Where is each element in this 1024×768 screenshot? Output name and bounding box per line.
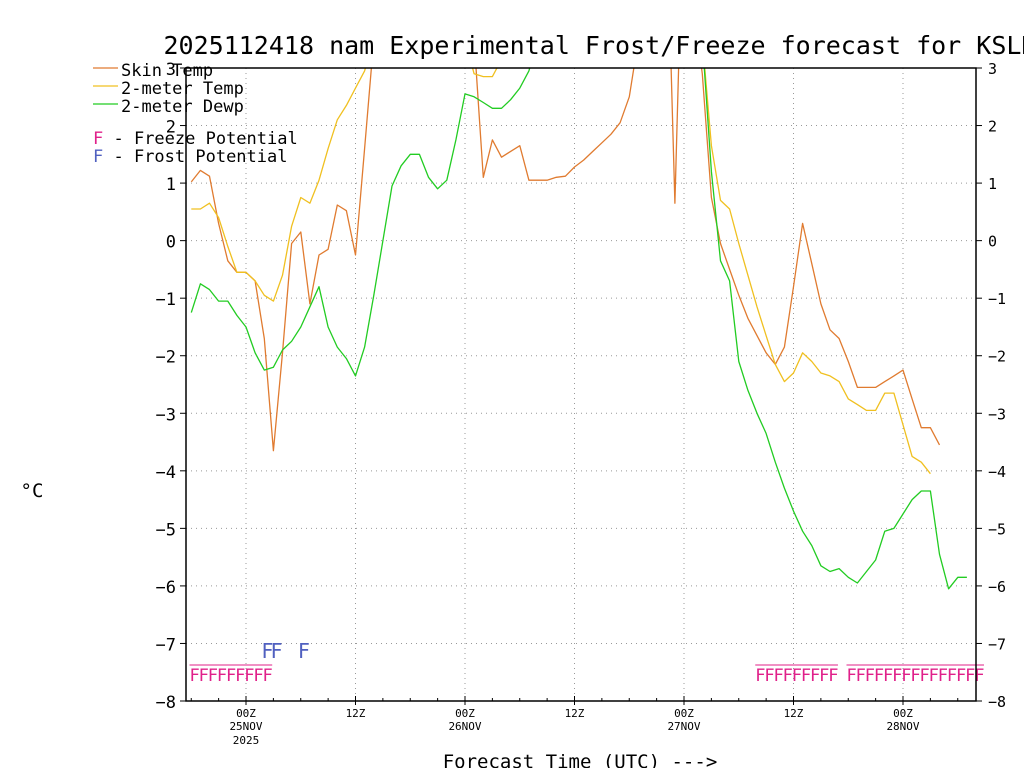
x-tick-label: 00Z (674, 707, 694, 720)
y-tick-label-right: −2 (988, 348, 1006, 366)
x-tick-year: 2025 (233, 734, 260, 747)
y-tick-label-left: 1 (166, 175, 176, 195)
freeze-mark: F (828, 666, 838, 686)
y-tick-label-left: 2 (166, 118, 176, 138)
grid-lines (186, 68, 976, 701)
series-layer (190, 68, 967, 590)
freeze-mark: F (801, 666, 811, 686)
freeze-mark: F (755, 666, 765, 686)
x-tick-label: 12Z (784, 707, 804, 720)
freeze-mark: F (190, 666, 200, 686)
y-tick-label-right: −8 (988, 693, 1006, 711)
freeze-mark: F (783, 666, 793, 686)
plot-frame (185, 67, 977, 702)
x-tick-date: 25NOV (229, 720, 262, 733)
y-tick-label-left: −1 (156, 290, 176, 310)
freeze-mark: F (819, 666, 829, 686)
y-tick-label-right: −7 (988, 635, 1006, 653)
x-tick-date: 27NOV (667, 720, 700, 733)
freeze-mark: F (792, 666, 802, 686)
legend-frost-letter: F (93, 147, 103, 167)
freeze-mark: F (910, 666, 920, 686)
x-tick-date: 26NOV (448, 720, 481, 733)
y-tick-label-left: −4 (156, 463, 176, 483)
chart-title: 2025112418 nam Experimental Frost/Freeze… (164, 31, 1024, 60)
frost-mark: F (298, 639, 310, 663)
x-tick-label: 00Z (893, 707, 913, 720)
x-tick-date: 28NOV (886, 720, 919, 733)
freeze-mark: F (253, 666, 263, 686)
freeze-mark: F (892, 666, 902, 686)
y-tick-label-right: −1 (988, 290, 1006, 308)
freeze-mark: F (208, 666, 218, 686)
freeze-mark: F (764, 666, 774, 686)
y-axis-right: −8 −7 −6 −5 −4 −3 −2 −1 0 1 2 3 (976, 60, 1006, 711)
series-line-2-meter-temp (191, 68, 931, 475)
freeze-mark: F (856, 666, 866, 686)
y-axis-left: −8 −7 −6 −5 −4 −3 −2 −1 0 1 2 3 (156, 60, 186, 713)
freeze-mark: F (965, 666, 975, 686)
legend-temp-label: 2-meter Temp (121, 79, 244, 99)
frost-mark: F (271, 639, 283, 663)
freeze-mark: F (263, 666, 273, 686)
y-tick-label-left: −7 (156, 635, 176, 655)
y-tick-label-left: 3 (166, 60, 176, 80)
legend-skin-label: Skin Temp (121, 61, 213, 81)
y-tick-label-right: 1 (988, 175, 997, 193)
freeze-mark: F (938, 666, 948, 686)
freeze-mark: F (235, 666, 245, 686)
legend-freeze-entry: F - Freeze Potential (93, 129, 298, 149)
y-tick-label-left: −2 (156, 348, 176, 368)
freeze-mark: F (920, 666, 930, 686)
y-tick-label-left: −8 (156, 693, 176, 713)
freeze-mark: F (244, 666, 254, 686)
freeze-mark: F (865, 666, 875, 686)
freeze-mark: F (874, 666, 884, 686)
legend-frost-text: - Frost Potential (103, 147, 287, 167)
y-tick-label-right: −5 (988, 520, 1006, 538)
y-axis-label: °C (21, 480, 44, 502)
freeze-mark: F (810, 666, 820, 686)
freeze-mark: F (974, 666, 984, 686)
freeze-mark: F (956, 666, 966, 686)
x-axis-label: Forecast Time (UTC) ---> (443, 751, 718, 768)
legend-freeze-letter: F (93, 129, 103, 149)
y-tick-label-left: −3 (156, 405, 176, 425)
y-tick-label-left: −6 (156, 578, 176, 598)
y-tick-label-right: −4 (988, 463, 1006, 481)
freeze-mark: F (217, 666, 227, 686)
x-tick-label: 12Z (565, 707, 585, 720)
freeze-mark: F (883, 666, 893, 686)
legend: Skin Temp 2-meter Temp 2-meter Dewp F - … (93, 61, 298, 167)
series-line-2-meter-dewp (190, 68, 967, 590)
freeze-mark: F (929, 666, 939, 686)
y-tick-label-right: 3 (988, 60, 997, 78)
x-tick-label: 00Z (236, 707, 256, 720)
y-tick-label-right: −6 (988, 578, 1006, 596)
x-tick-label: 00Z (455, 707, 475, 720)
freeze-mark: F (774, 666, 784, 686)
freeze-mark: F (947, 666, 957, 686)
y-tick-label-left: −5 (156, 520, 176, 540)
freeze-mark: F (901, 666, 911, 686)
frost-mark: F (261, 639, 273, 663)
freeze-mark: F (199, 666, 209, 686)
legend-dewp-label: 2-meter Dewp (121, 97, 244, 117)
legend-frost-entry: F - Frost Potential (93, 147, 287, 167)
x-tick-label: 12Z (346, 707, 366, 720)
freeze-mark: F (226, 666, 236, 686)
y-tick-label-right: 0 (988, 233, 997, 251)
series-line-skin-temp (190, 68, 941, 452)
freeze-mark: F (847, 666, 857, 686)
y-tick-label-right: 2 (988, 118, 997, 136)
legend-freeze-text: - Freeze Potential (103, 129, 297, 149)
y-tick-label-left: 0 (166, 233, 176, 253)
y-tick-label-right: −3 (988, 405, 1006, 423)
